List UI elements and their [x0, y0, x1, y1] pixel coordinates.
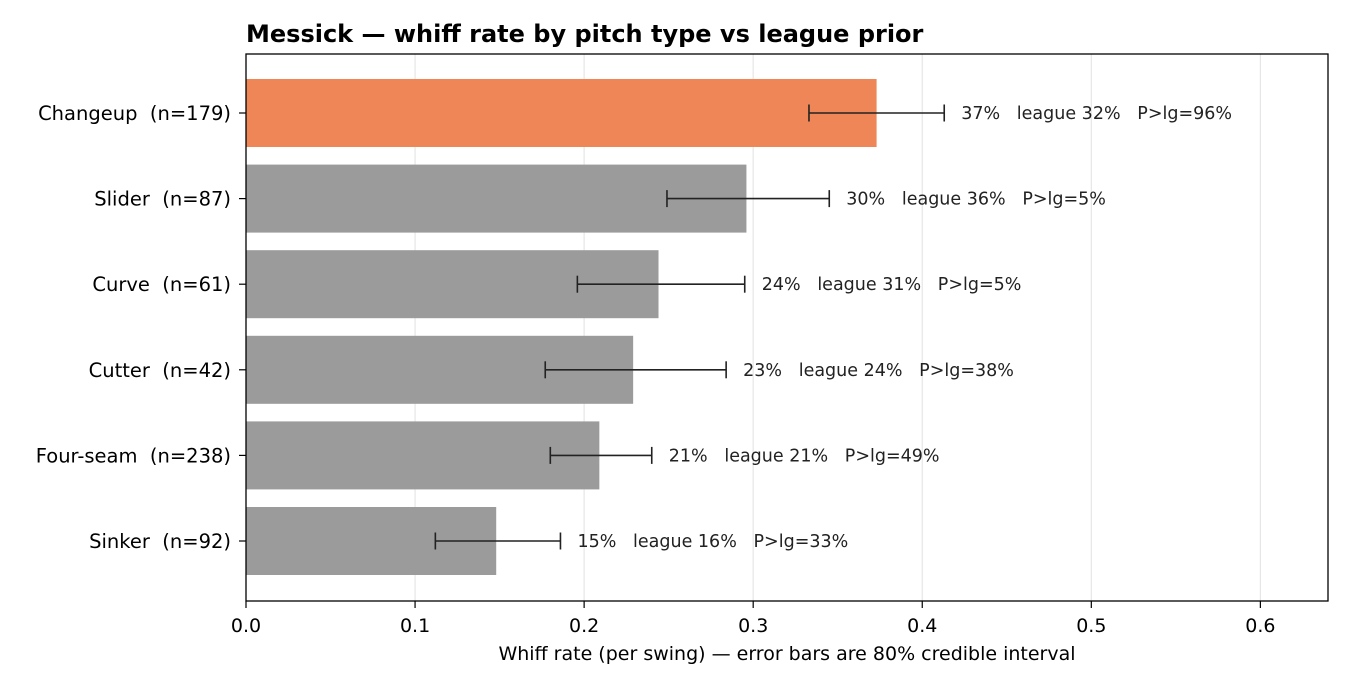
bar-annotation: 15% league 16% P>lg=33% [577, 532, 848, 552]
x-tick-label: 0.6 [1245, 615, 1275, 637]
y-tick-label: Changeup (n=179) [38, 102, 231, 125]
bar-annotation: 23% league 24% P>lg=38% [743, 361, 1014, 381]
y-tick-label: Cutter (n=42) [89, 359, 231, 382]
x-axis-label: Whiff rate (per swing) — error bars are … [498, 643, 1075, 665]
bar [246, 164, 747, 233]
x-axis: 0.0 0.1 0.2 0.3 0.4 0.5 0.6 [231, 601, 1275, 637]
error-bars [434, 104, 946, 550]
y-tick-label: Sinker (n=92) [89, 530, 231, 553]
y-axis: Changeup (n=179) Slider (n=87) Curve (n=61… [36, 102, 246, 553]
chart-title: Messick — whiff rate by pitch type vs le… [246, 20, 924, 48]
bar [246, 79, 877, 147]
x-tick-label: 0.3 [738, 615, 768, 637]
x-tick-label: 0.0 [231, 615, 261, 637]
bar-annotations: 37% league 32% P>lg=96% 30% league 36% P>… [577, 104, 1232, 552]
bar-annotation: 24% league 31% P>lg=5% [762, 275, 1022, 295]
plot-frame [245, 53, 1329, 602]
bar [246, 421, 600, 490]
bar-annotation: 37% league 32% P>lg=96% [961, 104, 1232, 124]
y-tick-label: Four-seam (n=238) [36, 444, 231, 467]
bar-annotation: 30% league 36% P>lg=5% [846, 190, 1106, 210]
bar-annotation: 21% league 21% P>lg=49% [669, 446, 940, 466]
x-tick-label: 0.1 [400, 615, 430, 637]
x-tick-label: 0.4 [907, 615, 937, 637]
y-tick-label: Slider (n=87) [94, 188, 231, 211]
x-tick-label: 0.2 [569, 615, 599, 637]
x-tick-label: 0.5 [1076, 615, 1106, 637]
y-tick-label: Curve (n=61) [92, 273, 231, 296]
